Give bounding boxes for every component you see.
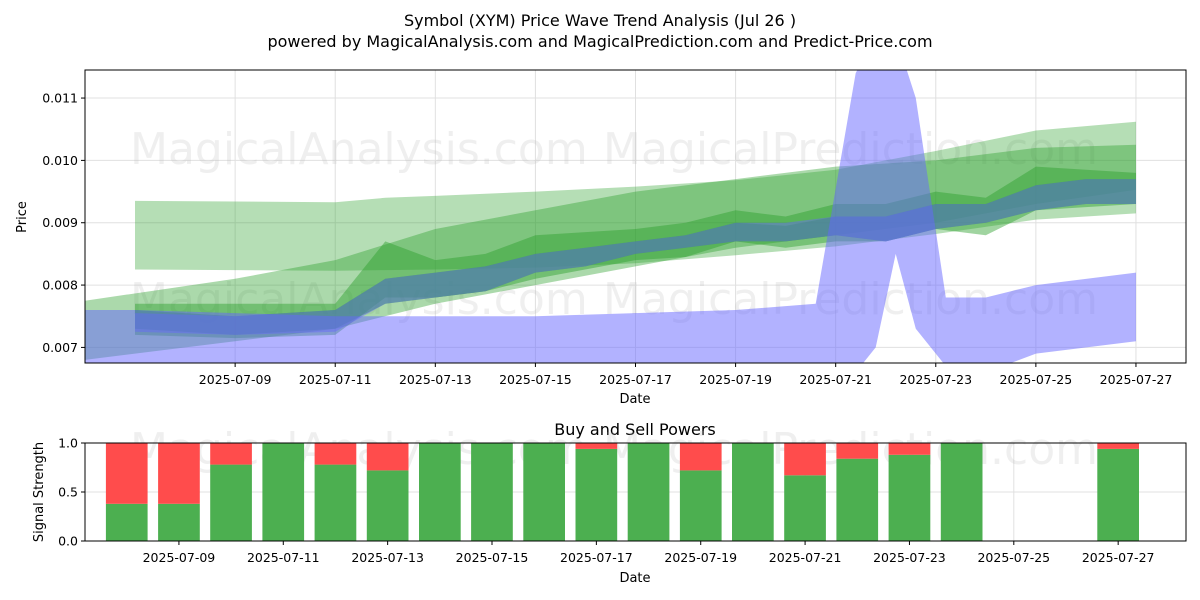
buy-bar	[836, 458, 879, 541]
y-tick-label: 0.5	[58, 485, 78, 500]
sell-bar	[888, 443, 931, 455]
y-tick-label: 1.0	[58, 436, 78, 451]
sell-bar	[314, 443, 357, 465]
price-x-axis-label: Date	[619, 392, 650, 407]
x-tick-label: 2025-07-23	[873, 550, 946, 565]
price-x-ticks: 2025-07-09 2025-07-11 2025-07-13 2025-07-15…	[199, 363, 1172, 387]
power-title: Buy and Sell Powers	[554, 420, 716, 439]
buy-bar	[314, 464, 357, 541]
buy-bar	[210, 464, 252, 541]
x-tick-label: 2025-07-25	[977, 550, 1050, 565]
sell-bar	[158, 443, 200, 504]
x-tick-label: 2025-07-21	[799, 372, 872, 387]
x-tick-label: 2025-07-17	[599, 372, 672, 387]
x-tick-label: 2025-07-15	[499, 372, 572, 387]
x-tick-label: 2025-07-17	[560, 550, 633, 565]
x-tick-label: 2025-07-13	[399, 372, 472, 387]
power-panel: Buy and Sell Powers MagicalAnalysis.com …	[32, 420, 1187, 586]
buy-bar	[679, 470, 722, 541]
buy-bar	[419, 443, 461, 541]
buy-bar	[523, 443, 565, 541]
buy-bar	[732, 443, 774, 541]
buy-bar	[888, 454, 931, 541]
x-tick-label: 2025-07-11	[299, 372, 372, 387]
sell-bar	[366, 443, 409, 471]
buy-bar	[262, 443, 305, 541]
sell-bar	[210, 443, 252, 465]
chart-subtitle: powered by MagicalAnalysis.com and Magic…	[267, 32, 932, 51]
price-band-blue	[135, 179, 1136, 335]
sell-bar	[836, 443, 879, 459]
price-y-ticks: 0.007 0.008 0.009 0.010 0.011	[42, 91, 85, 355]
buy-bar	[575, 448, 618, 541]
x-tick-label: 2025-07-19	[699, 372, 772, 387]
sell-bar	[679, 443, 722, 471]
x-tick-label: 2025-07-27	[1082, 550, 1155, 565]
buy-bar	[627, 443, 670, 541]
x-tick-label: 2025-07-27	[1100, 372, 1173, 387]
y-tick-label: 0.0	[58, 534, 78, 549]
x-tick-label: 2025-07-13	[351, 550, 424, 565]
x-tick-label: 2025-07-11	[247, 550, 320, 565]
x-tick-label: 2025-07-15	[456, 550, 529, 565]
x-tick-label: 2025-07-19	[664, 550, 737, 565]
watermark: MagicalAnalysis.com	[130, 124, 588, 175]
price-panel: MagicalAnalysis.com MagicalPrediction.co…	[15, 69, 1187, 407]
x-tick-label: 2025-07-21	[769, 550, 842, 565]
sell-bar	[105, 443, 148, 504]
x-tick-label: 2025-07-25	[1000, 372, 1073, 387]
price-band-blue	[85, 70, 1136, 363]
y-tick-label: 0.010	[42, 153, 78, 168]
y-tick-label: 0.009	[42, 215, 78, 230]
x-tick-label: 2025-07-09	[143, 550, 216, 565]
power-y-axis-label: Signal Strength	[32, 442, 47, 542]
price-bands	[85, 70, 1136, 363]
x-tick-label: 2025-07-09	[199, 372, 272, 387]
x-tick-label: 2025-07-23	[899, 372, 972, 387]
y-tick-label: 0.011	[42, 91, 78, 106]
buy-bar	[158, 503, 200, 541]
sell-bar	[784, 443, 826, 476]
y-tick-label: 0.008	[42, 278, 78, 293]
power-y-ticks: 0.0 0.5 1.0	[58, 436, 85, 549]
power-x-axis-label: Date	[619, 571, 650, 586]
price-y-axis-label: Price	[15, 201, 30, 233]
buy-bar	[940, 443, 983, 541]
buy-bar	[1097, 448, 1139, 541]
sell-bar	[1097, 443, 1139, 449]
buy-bar	[784, 475, 826, 541]
sell-bar	[575, 443, 618, 449]
power-x-ticks: 2025-07-09 2025-07-11 2025-07-13 2025-07-15…	[143, 541, 1155, 565]
buy-bar	[471, 443, 513, 541]
power-bars	[105, 443, 1139, 541]
buy-bar	[366, 470, 409, 541]
chart-title: Symbol (XYM) Price Wave Trend Analysis (…	[404, 11, 796, 30]
y-tick-label: 0.007	[42, 340, 78, 355]
buy-bar	[105, 503, 148, 541]
